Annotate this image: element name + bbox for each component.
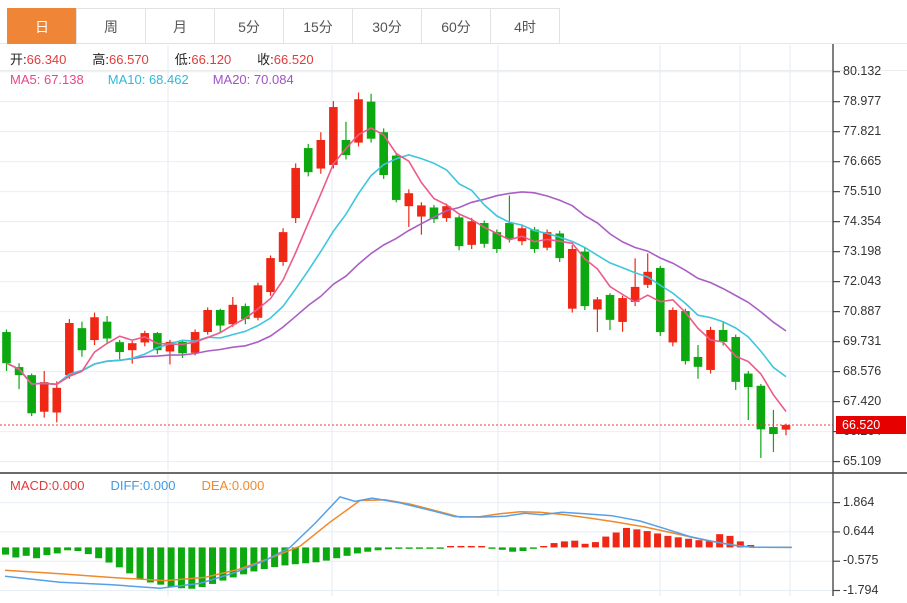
high-value: 66.570 bbox=[109, 52, 149, 67]
macd-axis-label: 1.864 bbox=[843, 494, 875, 509]
low-value: 66.120 bbox=[191, 52, 232, 67]
tab-15min[interactable]: 15分 bbox=[283, 8, 353, 44]
ma-readout: MA5: 67.138 MA10: 68.462 MA20: 70.084 bbox=[10, 72, 294, 87]
price-axis-label: 77.821 bbox=[843, 123, 882, 138]
price-axis-label: 78.977 bbox=[843, 93, 882, 108]
diff-value-readout: DIFF:0.000 bbox=[110, 478, 176, 493]
high-label: 高: bbox=[92, 52, 110, 67]
price-axis-label: 73.198 bbox=[843, 243, 882, 258]
price-axis-label: 70.887 bbox=[843, 303, 882, 318]
ma20-readout: MA20: 70.084 bbox=[212, 72, 294, 87]
price-axis-label: 65.109 bbox=[843, 453, 882, 468]
current-price-tag: 66.520 bbox=[836, 415, 906, 434]
tab-60min[interactable]: 60分 bbox=[421, 8, 491, 44]
price-axis-label: 67.420 bbox=[843, 393, 882, 408]
price-axis-label: 72.043 bbox=[843, 273, 882, 288]
macd-readout: MACD:0.000 DIFF:0.000 DEA:0.000 bbox=[10, 478, 264, 493]
ohlc-row-divider bbox=[0, 70, 907, 71]
ohlc-readout: 开:66.340 高:66.570 低:66.120 收:66.520 bbox=[10, 49, 340, 68]
price-axis-label: 75.510 bbox=[843, 183, 882, 198]
price-axis-label: 74.354 bbox=[843, 213, 882, 228]
tab-week[interactable]: 周 bbox=[76, 8, 146, 44]
tab-30min[interactable]: 30分 bbox=[352, 8, 422, 44]
dea-value-readout: DEA:0.000 bbox=[201, 478, 265, 493]
macd-axis-label: -0.575 bbox=[843, 553, 879, 568]
period-tabbar: 日 周 月 5分 15分 30分 60分 4时 bbox=[7, 8, 560, 44]
ma10-readout: MA10: 68.462 bbox=[107, 72, 189, 87]
low-label: 低: bbox=[174, 52, 192, 67]
tab-5min[interactable]: 5分 bbox=[214, 8, 284, 44]
price-axis-label: 76.665 bbox=[843, 153, 882, 168]
tab-month[interactable]: 月 bbox=[145, 8, 215, 44]
price-axis-label: 80.132 bbox=[843, 63, 882, 78]
price-axis-label: 69.731 bbox=[843, 333, 882, 348]
tab-day[interactable]: 日 bbox=[7, 8, 77, 44]
price-axis-label: 68.576 bbox=[843, 363, 882, 378]
macd-axis-label: 0.644 bbox=[843, 523, 875, 538]
ma5-readout: MA5: 67.138 bbox=[10, 72, 84, 87]
open-value: 66.340 bbox=[26, 52, 67, 67]
close-label: 收: bbox=[257, 52, 274, 67]
macd-axis-label: -1.794 bbox=[843, 582, 879, 597]
tab-4hour[interactable]: 4时 bbox=[490, 8, 560, 44]
close-value: 66.520 bbox=[273, 52, 314, 67]
open-label: 开: bbox=[10, 52, 27, 67]
macd-value-readout: MACD:0.000 bbox=[10, 478, 85, 493]
